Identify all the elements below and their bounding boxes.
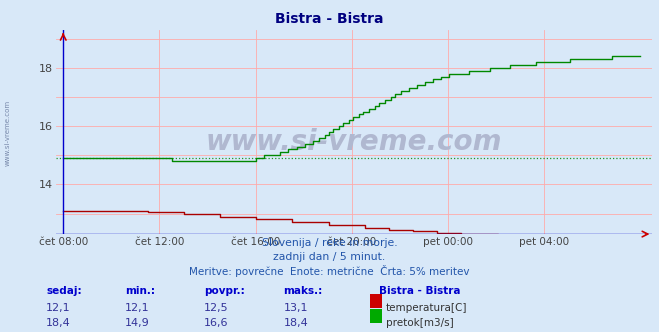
Text: 16,6: 16,6 <box>204 318 229 328</box>
Text: 12,1: 12,1 <box>46 303 71 313</box>
Text: zadnji dan / 5 minut.: zadnji dan / 5 minut. <box>273 252 386 262</box>
Text: maks.:: maks.: <box>283 286 323 296</box>
Text: 18,4: 18,4 <box>46 318 71 328</box>
Text: www.si-vreme.com: www.si-vreme.com <box>5 100 11 166</box>
Text: temperatura[C]: temperatura[C] <box>386 303 467 313</box>
Text: 12,5: 12,5 <box>204 303 229 313</box>
Text: www.si-vreme.com: www.si-vreme.com <box>206 128 502 156</box>
Text: 12,1: 12,1 <box>125 303 150 313</box>
Text: sedaj:: sedaj: <box>46 286 82 296</box>
Text: Bistra - Bistra: Bistra - Bistra <box>275 12 384 26</box>
Text: min.:: min.: <box>125 286 156 296</box>
Text: Meritve: povrečne  Enote: metrične  Črta: 5% meritev: Meritve: povrečne Enote: metrične Črta: … <box>189 265 470 277</box>
Text: pretok[m3/s]: pretok[m3/s] <box>386 318 453 328</box>
Text: Slovenija / reke in morje.: Slovenija / reke in morje. <box>262 238 397 248</box>
Text: povpr.:: povpr.: <box>204 286 245 296</box>
Text: 14,9: 14,9 <box>125 318 150 328</box>
Text: 18,4: 18,4 <box>283 318 308 328</box>
Text: Bistra - Bistra: Bistra - Bistra <box>379 286 461 296</box>
Text: 13,1: 13,1 <box>283 303 308 313</box>
